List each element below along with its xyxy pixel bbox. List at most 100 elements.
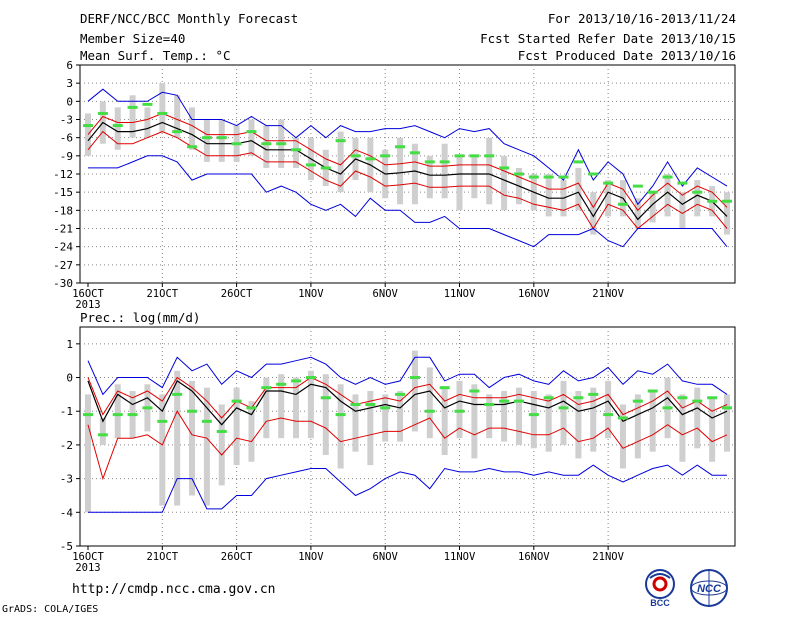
temp-observed-marker	[543, 175, 554, 179]
prec-ensemble-box	[263, 377, 270, 439]
prec-ytick-label: -5	[60, 540, 73, 553]
temp-observed-marker	[365, 157, 376, 161]
temp-observed-marker	[424, 160, 435, 164]
temp-ensemble-box	[85, 113, 91, 156]
temp-ytick-label: -6	[60, 132, 73, 145]
prec-observed-marker	[617, 416, 628, 420]
temp-ensemble-box	[605, 180, 612, 217]
prec-ytick-label: 0	[66, 372, 73, 385]
temp-ensemble-box	[694, 180, 701, 217]
prec-observed-marker	[142, 406, 153, 410]
prec-observed-marker	[97, 433, 108, 437]
forecast-period: For 2013/10/16-2013/11/24	[547, 11, 736, 26]
prec-observed-marker	[707, 396, 718, 400]
temp-xtick-year: 2013	[75, 299, 100, 311]
temp-xtick-label: 6NOV	[373, 288, 399, 300]
temp-ensemble-box	[411, 143, 418, 205]
prec-xtick-label: 26OCT	[221, 551, 253, 563]
temp-observed-marker	[454, 154, 465, 158]
prec-frame	[79, 326, 736, 547]
prec-observed-marker	[662, 406, 673, 410]
temp-ensemble-box	[174, 95, 181, 138]
prec-observed-marker	[499, 399, 510, 403]
temp-observed-marker	[216, 136, 227, 140]
prec-observed-marker	[424, 409, 435, 413]
prec-observed-marker	[261, 386, 272, 390]
temp-observed-marker	[97, 111, 108, 115]
prec-observed-marker	[632, 399, 643, 403]
prec-observed-marker	[365, 402, 376, 406]
temp-observed-marker	[157, 111, 168, 115]
prec-observed-marker	[157, 419, 168, 423]
temp-observed-marker	[187, 145, 198, 149]
temp-observed-marker	[677, 181, 688, 185]
produced-date: Fcst Produced Date 2013/10/16	[517, 48, 736, 63]
temp-observed-marker	[335, 139, 346, 143]
prec-ensemble-box	[456, 380, 463, 439]
prec-ensemble-box	[411, 350, 418, 432]
temp-ytick-label: -27	[53, 259, 73, 272]
temp-ensemble-box	[218, 119, 225, 162]
temp-observed-marker	[499, 166, 510, 170]
ncc-logo-text: NCC	[697, 583, 722, 595]
prec-ytick-label: -2	[60, 439, 73, 452]
temp-ensemble-box	[337, 131, 344, 193]
prec-observed-marker	[172, 392, 183, 396]
prec-observed-marker	[291, 379, 302, 383]
prec-ensemble-box	[486, 394, 493, 439]
prec-observed-marker	[380, 406, 391, 410]
prec-observed-marker	[201, 419, 212, 423]
temp-observed-marker	[588, 172, 599, 176]
temp-ensemble-box	[441, 143, 448, 199]
prec-observed-marker	[231, 399, 242, 403]
temp-observed-marker	[558, 175, 569, 179]
prec-xtick-label: 21NOV	[592, 551, 624, 563]
temp-ensemble-box	[159, 83, 166, 132]
prec-ensemble-box	[248, 401, 255, 462]
temp-observed-marker	[112, 124, 123, 128]
temp-ytick-label: -15	[53, 186, 73, 199]
temp-observed-marker	[722, 199, 732, 203]
prec-observed-marker	[692, 399, 703, 403]
prec-xtick-label: 11NOV	[444, 551, 476, 563]
temp-ensemble-box	[501, 155, 508, 211]
temp-ensemble-box	[114, 107, 121, 150]
prec-ensemble-box	[590, 387, 597, 452]
prec-xtick-label: 6NOV	[373, 551, 399, 563]
prec-ytick-label: -3	[60, 473, 73, 486]
prec-ensemble-box	[114, 384, 121, 439]
chart-title: DERF/NCC/BCC Monthly Forecast	[80, 11, 299, 26]
temp-upper-line	[87, 112, 728, 212]
prec-observed-marker	[112, 413, 123, 417]
prec-xtick-year: 2013	[75, 562, 100, 574]
temp-ensemble-box	[664, 174, 671, 217]
prec-ytick-label: 1	[66, 338, 73, 351]
temp-ensemble-box	[456, 155, 463, 211]
prec-ensemble-box	[605, 380, 612, 439]
temp-observed-marker	[142, 102, 153, 106]
temp-observed-marker	[513, 172, 524, 176]
prec-observed-marker	[350, 402, 361, 406]
prec-ensemble-box	[85, 394, 91, 513]
prec-ensemble-box	[352, 394, 359, 452]
temp-observed-marker	[350, 154, 361, 158]
prec-ensemble-box	[545, 394, 552, 452]
temp-observed-marker	[201, 136, 212, 140]
temp-observed-marker	[83, 124, 93, 128]
prec-ensemble-box	[619, 404, 626, 469]
temp-ensemble-box	[545, 174, 552, 217]
temp-observed-marker	[320, 166, 331, 170]
source-url[interactable]: http://cmdp.ncc.cma.gov.cn	[72, 582, 276, 597]
prec-observed-marker	[543, 396, 554, 400]
temp-ensemble-box	[471, 155, 478, 199]
temp-ensemble-box	[724, 192, 730, 235]
prec-ensemble-box	[575, 391, 582, 459]
prec-observed-marker	[246, 406, 257, 410]
variable-label: Mean Surf. Temp.: °C	[80, 48, 231, 63]
temp-ensemble-box	[263, 125, 270, 168]
prec-observed-marker	[722, 406, 732, 410]
temp-observed-marker	[484, 154, 495, 158]
ncc-logo: NCC	[690, 569, 728, 607]
prec-xtick-label: 16NOV	[518, 551, 550, 563]
